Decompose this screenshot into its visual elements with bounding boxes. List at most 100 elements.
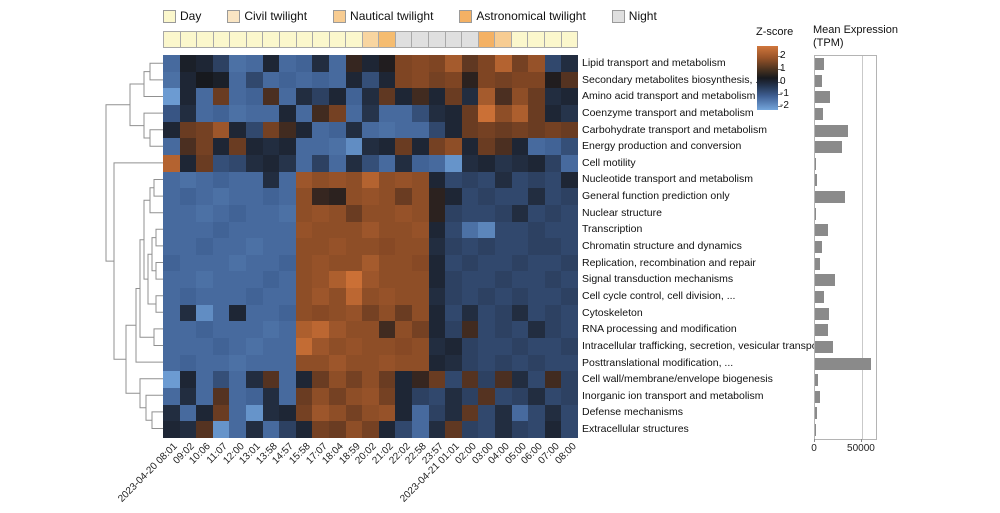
annotation-cell [312, 31, 330, 48]
heatmap-cell [544, 204, 562, 222]
heatmap-cell [495, 171, 512, 189]
annotation-cell [229, 31, 247, 48]
heatmap-cell [279, 171, 296, 189]
heatmap-cell [212, 154, 230, 172]
heatmap-cell [511, 371, 529, 389]
heatmap-cell [246, 55, 263, 72]
heatmap-cell [179, 338, 197, 355]
heatmap-cell [378, 121, 396, 139]
zscore-tick-mark [778, 94, 782, 95]
mean-expression-bar [815, 91, 830, 104]
heatmap-cell [246, 254, 263, 272]
heatmap-cell [179, 271, 197, 289]
row-label: Lipid transport and metabolism [582, 57, 726, 69]
heatmap-cell [461, 138, 479, 155]
heatmap-cell [544, 254, 562, 272]
heatmap-cell [329, 138, 346, 155]
heatmap-cell [445, 188, 462, 205]
heatmap-cell [544, 221, 562, 239]
heatmap-cell [495, 271, 512, 289]
heatmap-cell [445, 71, 462, 89]
heatmap-cell [212, 138, 230, 155]
heatmap-cell [412, 304, 429, 322]
heatmap-cell [279, 71, 296, 89]
mean-expression-bar [815, 424, 816, 437]
heatmap-cell [163, 88, 180, 105]
heatmap-cell [561, 104, 578, 122]
bar-slot [815, 222, 876, 239]
heatmap-cell [445, 154, 462, 172]
heatmap-cell [428, 55, 446, 72]
heatmap-cell [544, 88, 562, 105]
heatmap-cell [212, 55, 230, 72]
heatmap-cell [528, 338, 545, 355]
heatmap-cell [511, 55, 529, 72]
bar-slot [815, 256, 876, 273]
heatmap-cell [395, 404, 412, 422]
heatmap-cell [345, 304, 363, 322]
heatmap-cell [295, 154, 313, 172]
heatmap-cell [428, 221, 446, 239]
heatmap-cell [378, 138, 396, 155]
heatmap-cell [196, 221, 213, 239]
heatmap-cell [212, 354, 230, 372]
heatmap-cell [345, 138, 363, 155]
heatmap-cell [362, 304, 379, 322]
heatmap-cell [544, 271, 562, 289]
heatmap-cell [395, 171, 412, 189]
heatmap-cell [428, 371, 446, 389]
heatmap-cell [262, 55, 280, 72]
heatmap-cell [329, 371, 346, 389]
heatmap-cell [229, 154, 246, 172]
heatmap-cell [229, 55, 246, 72]
heatmap-cell [362, 254, 379, 272]
heatmap-cell [345, 421, 363, 438]
heatmap-cell [246, 338, 263, 355]
heatmap-cell [295, 188, 313, 205]
heatmap-cell [544, 338, 562, 355]
heatmap-cell [196, 88, 213, 105]
heatmap-cell [345, 238, 363, 255]
heatmap-cell [262, 221, 280, 239]
annotation-cell [494, 31, 512, 48]
heatmap-cell [329, 288, 346, 305]
heatmap-cell [445, 221, 462, 239]
heatmap-cell [279, 388, 296, 405]
heatmap-cell [329, 171, 346, 189]
heatmap-cell [561, 304, 578, 322]
heatmap-cell [445, 171, 462, 189]
heatmap-cell [528, 354, 545, 372]
heatmap-cell [561, 254, 578, 272]
heatmap-cell [279, 188, 296, 205]
heatmap-cell [229, 388, 246, 405]
heatmap-cell [511, 171, 529, 189]
heatmap-cell [179, 321, 197, 339]
heatmap-cell [395, 88, 412, 105]
heatmap-cell [262, 238, 280, 255]
annotation-cell [278, 31, 297, 48]
heatmap-cell [246, 71, 263, 89]
heatmap-cell [478, 254, 495, 272]
heatmap-cell [246, 371, 263, 389]
heatmap-cell [528, 421, 545, 438]
heatmap-cell [246, 138, 263, 155]
heatmap-cell [262, 154, 280, 172]
heatmap-cell [528, 154, 545, 172]
heatmap-cell [262, 304, 280, 322]
heatmap-cell [262, 388, 280, 405]
heatmap-cell [495, 71, 512, 89]
bar-slot [815, 123, 876, 140]
heatmap-cell [445, 304, 462, 322]
heatmap-cell [229, 338, 246, 355]
heatmap-cell [412, 88, 429, 105]
heatmap-cell [395, 321, 412, 339]
heatmap-cell [511, 188, 529, 205]
heatmap-cell [412, 221, 429, 239]
heatmap-cell [246, 304, 263, 322]
heatmap-cell [196, 404, 213, 422]
heatmap-cell [279, 271, 296, 289]
heatmap-cell [511, 338, 529, 355]
heatmap-cell [561, 388, 578, 405]
heatmap-cell [511, 404, 529, 422]
heatmap-cell [312, 121, 329, 139]
